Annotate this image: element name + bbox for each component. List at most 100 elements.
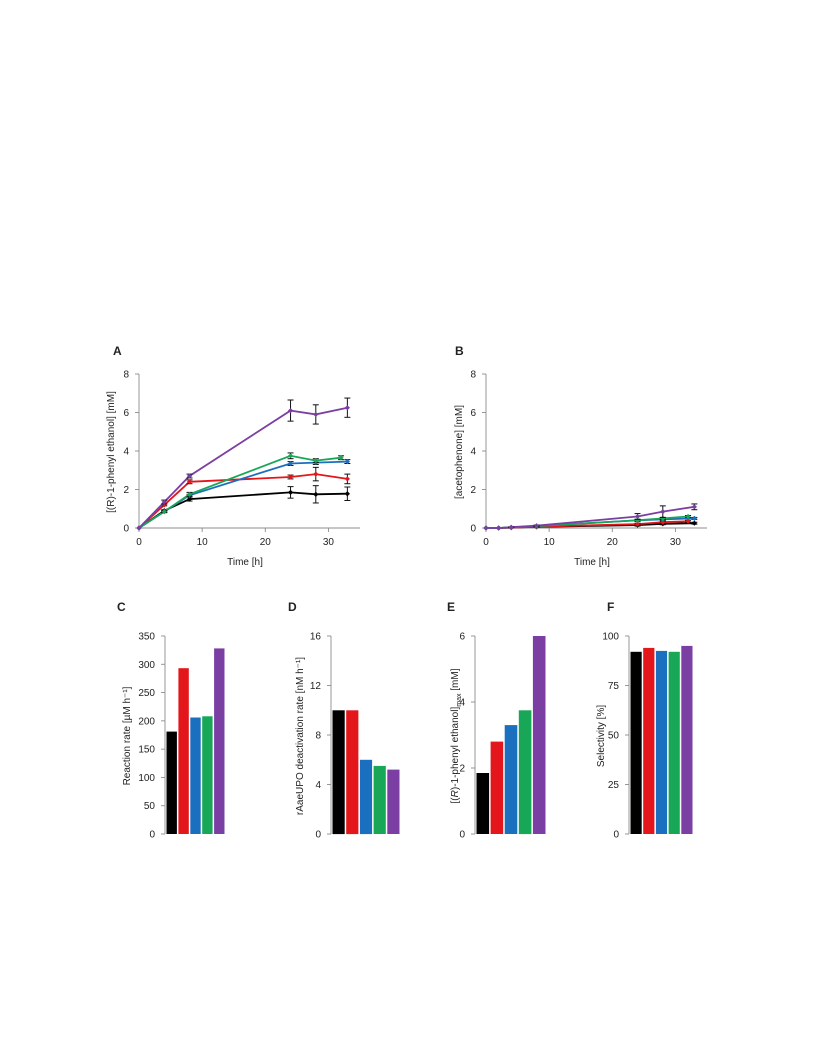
panel-b-data-point xyxy=(508,524,514,530)
panel-a-ytick-label: 4 xyxy=(123,447,129,458)
panel-f-plot: 0 25 50 75 100 xyxy=(602,632,693,841)
panel-b-ytick-label: 0 xyxy=(470,524,476,535)
panel-c-ytick-label: 150 xyxy=(138,745,155,756)
panel-letter-a: A xyxy=(113,344,122,358)
panel-a-ytick-label: 2 xyxy=(123,485,129,496)
panel-d-bar xyxy=(387,769,400,834)
panel-a-data-point xyxy=(344,491,350,497)
panel-a-data-point xyxy=(344,458,350,465)
panel-b-data-point xyxy=(634,521,641,527)
panel-a-data-point xyxy=(287,453,294,459)
panel-e-bar xyxy=(532,636,546,834)
panel-f: F Selectivity [%] 0 25 50 75 100 xyxy=(596,600,693,841)
panel-b-ytick-label: 2 xyxy=(470,485,476,496)
panel-b-data-point xyxy=(533,523,540,529)
panel-c-bar xyxy=(202,716,213,834)
panel-a-xtick-label: 30 xyxy=(323,537,335,548)
panel-b-xtick-label: 30 xyxy=(670,537,682,548)
panel-a-plot: 0 2 4 6 8 0 10 20 30 xyxy=(123,370,360,548)
panel-c-ytick-label: 100 xyxy=(138,773,155,784)
panel-d: D rAaeUPO deactivation rate [nM h⁻¹] 0 4 8… xyxy=(288,600,400,841)
panel-a-xtick-label: 20 xyxy=(260,537,272,548)
panel-e-bar xyxy=(504,725,518,834)
panel-c: C Reaction rate [µM h⁻¹] 0 50 100 150 200 250… xyxy=(117,600,225,841)
panel-f-bar xyxy=(681,645,693,834)
panel-b-xtick-label: 10 xyxy=(544,537,556,548)
panel-c-bar xyxy=(166,731,177,834)
panel-b-data-point xyxy=(691,515,697,521)
panel-b-data-point xyxy=(496,525,502,531)
panel-letter-d: D xyxy=(288,600,297,614)
panel-a-data-point xyxy=(344,476,350,482)
panel-f-ytick-label: 50 xyxy=(608,731,620,742)
panel-a-data-point xyxy=(344,405,350,411)
panel-f-bar xyxy=(668,651,680,834)
panel-b-ytick-label: 8 xyxy=(470,370,476,381)
panel-letter-b: B xyxy=(455,344,464,358)
panel-a-data-point xyxy=(136,525,142,531)
panel-a: A [(R)-1-phenyl ethanol] [mM] Time [h] 0… xyxy=(106,344,360,568)
panel-e-bar xyxy=(476,773,490,834)
panel-e-plot: 0 2 4 6 xyxy=(459,632,546,841)
panel-e-ytick-label: 0 xyxy=(459,830,465,841)
panel-a-data-point xyxy=(338,455,344,461)
panel-e-bar xyxy=(518,710,532,835)
panel-f-bar xyxy=(643,647,655,834)
panel-f-ytick-label: 0 xyxy=(613,830,619,841)
panel-b: B [acetophenone] [mM] Time [h] 0 2 4 6 8 0 10 2… xyxy=(454,344,707,568)
panel-b-plot: 0 2 4 6 8 0 10 20 30 xyxy=(470,370,707,548)
panel-a-data-point xyxy=(161,502,167,508)
panel-a-ytick-label: 0 xyxy=(123,524,129,535)
panel-d-ytick-label: 4 xyxy=(315,780,321,791)
panel-a-data-point xyxy=(287,489,294,495)
panel-e-ytick-label: 6 xyxy=(459,632,465,643)
panel-b-ytick-label: 6 xyxy=(470,408,476,419)
panel-a-data-point xyxy=(186,473,193,479)
panel-b-data-point xyxy=(660,519,666,525)
panel-b-xtick-label: 0 xyxy=(483,537,489,548)
panel-b-data-point xyxy=(660,509,666,515)
panel-a-data-point xyxy=(186,496,193,502)
panel-b-data-point xyxy=(691,504,697,510)
panel-a-data-point xyxy=(313,458,319,464)
panel-f-ytick-label: 100 xyxy=(602,632,619,643)
panel-d-bar xyxy=(332,710,345,835)
panel-a-data-point xyxy=(161,509,167,515)
panel-a-xlabel: Time [h] xyxy=(227,557,263,568)
panel-d-bar xyxy=(359,759,373,835)
panel-c-ytick-label: 350 xyxy=(138,632,155,643)
panel-f-bar xyxy=(655,650,668,834)
panel-c-plot: 0 50 100 150 200 250 300 350 xyxy=(138,632,225,841)
panel-d-bar xyxy=(373,765,386,834)
panel-e-bar xyxy=(490,741,504,834)
panel-a-ylabel: [(R)-1-phenyl ethanol] [mM] xyxy=(106,391,117,513)
panel-a-ytick-label: 8 xyxy=(123,370,129,381)
panel-a-xtick-label: 10 xyxy=(197,537,209,548)
panel-c-ytick-label: 250 xyxy=(138,688,155,699)
panel-b-data-point xyxy=(634,513,641,520)
panel-b-data-point xyxy=(483,525,489,531)
panel-b-data-point xyxy=(691,520,697,526)
panel-e-ytick-label: 4 xyxy=(459,698,465,709)
panel-b-xlabel: Time [h] xyxy=(574,557,610,568)
panel-a-ytick-label: 6 xyxy=(123,408,129,419)
panel-a-series-line xyxy=(138,454,342,529)
panel-d-ytick-label: 8 xyxy=(315,731,321,742)
panel-letter-c: C xyxy=(117,600,126,614)
panel-d-plot: 0 4 8 12 16 xyxy=(310,632,400,841)
panel-a-data-point xyxy=(287,460,294,467)
panel-d-ytick-label: 16 xyxy=(310,632,322,643)
panel-b-ylabel: [acetophenone] [mM] xyxy=(454,405,465,499)
panel-letter-e: E xyxy=(447,600,455,614)
panel-c-bar xyxy=(190,717,201,834)
panel-c-ytick-label: 300 xyxy=(138,660,155,671)
panel-a-data-point xyxy=(313,411,319,418)
panel-f-ylabel: Selectivity [%] xyxy=(596,705,607,767)
panel-e: E [(R)-1-phenyl ethanol]max [mM] 0 2 4 6 xyxy=(447,600,546,841)
panel-d-ylabel: rAaeUPO deactivation rate [nM h⁻¹] xyxy=(295,657,306,815)
panel-c-ylabel: Reaction rate [µM h⁻¹] xyxy=(122,686,133,785)
panel-e-ytick-label: 2 xyxy=(459,764,465,775)
panel-a-xtick-label: 0 xyxy=(136,537,142,548)
panel-d-ytick-label: 0 xyxy=(315,830,321,841)
